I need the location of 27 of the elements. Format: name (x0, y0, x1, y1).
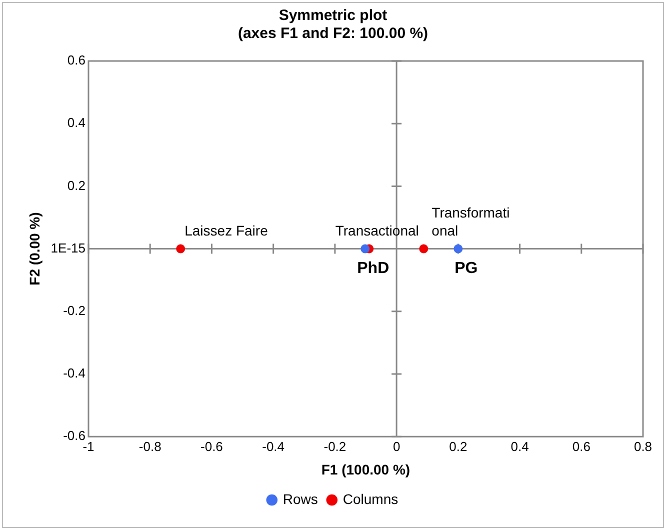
annotation: Transactional (335, 222, 419, 239)
y-axis-title: F2 (0.00 %) (26, 212, 42, 286)
chart-title: Symmetric plot (axes F1 and F2: 100.00 %) (238, 7, 428, 42)
x-tick-label: 0.2 (449, 438, 468, 454)
legend-label: Rows (282, 490, 318, 507)
x-tick-label: -0.6 (200, 438, 223, 454)
x-tick-label: 0.8 (634, 438, 652, 454)
legend-label: Columns (342, 490, 398, 507)
x-tick-label: -0.8 (138, 438, 162, 454)
x-tick-label: 0.6 (572, 438, 590, 454)
y-tick-label: 0.6 (67, 52, 86, 68)
annotation: PhD (357, 260, 390, 278)
annotation: PG (454, 260, 478, 278)
x-tick-label: 0 (392, 438, 400, 454)
y-tick-label: 0.2 (67, 178, 86, 193)
y-tick-label: -0.6 (63, 428, 86, 444)
annotation: Transformati onal (432, 204, 510, 239)
y-tick-label: -0.2 (63, 302, 86, 318)
y-tick-label: 0.4 (67, 115, 86, 130)
y-tick-label: -0.4 (63, 366, 86, 381)
x-tick-label: -0.4 (262, 438, 285, 454)
x-tick-label: 0.4 (510, 438, 529, 454)
x-tick-label: -0.2 (324, 438, 346, 454)
x-axis-title: F1 (100.00 %) (321, 461, 410, 478)
y-tick-label: 1E-15 (50, 240, 86, 256)
x-tick-label: -1 (82, 438, 94, 454)
annotation: Laissez Faire (184, 222, 268, 239)
